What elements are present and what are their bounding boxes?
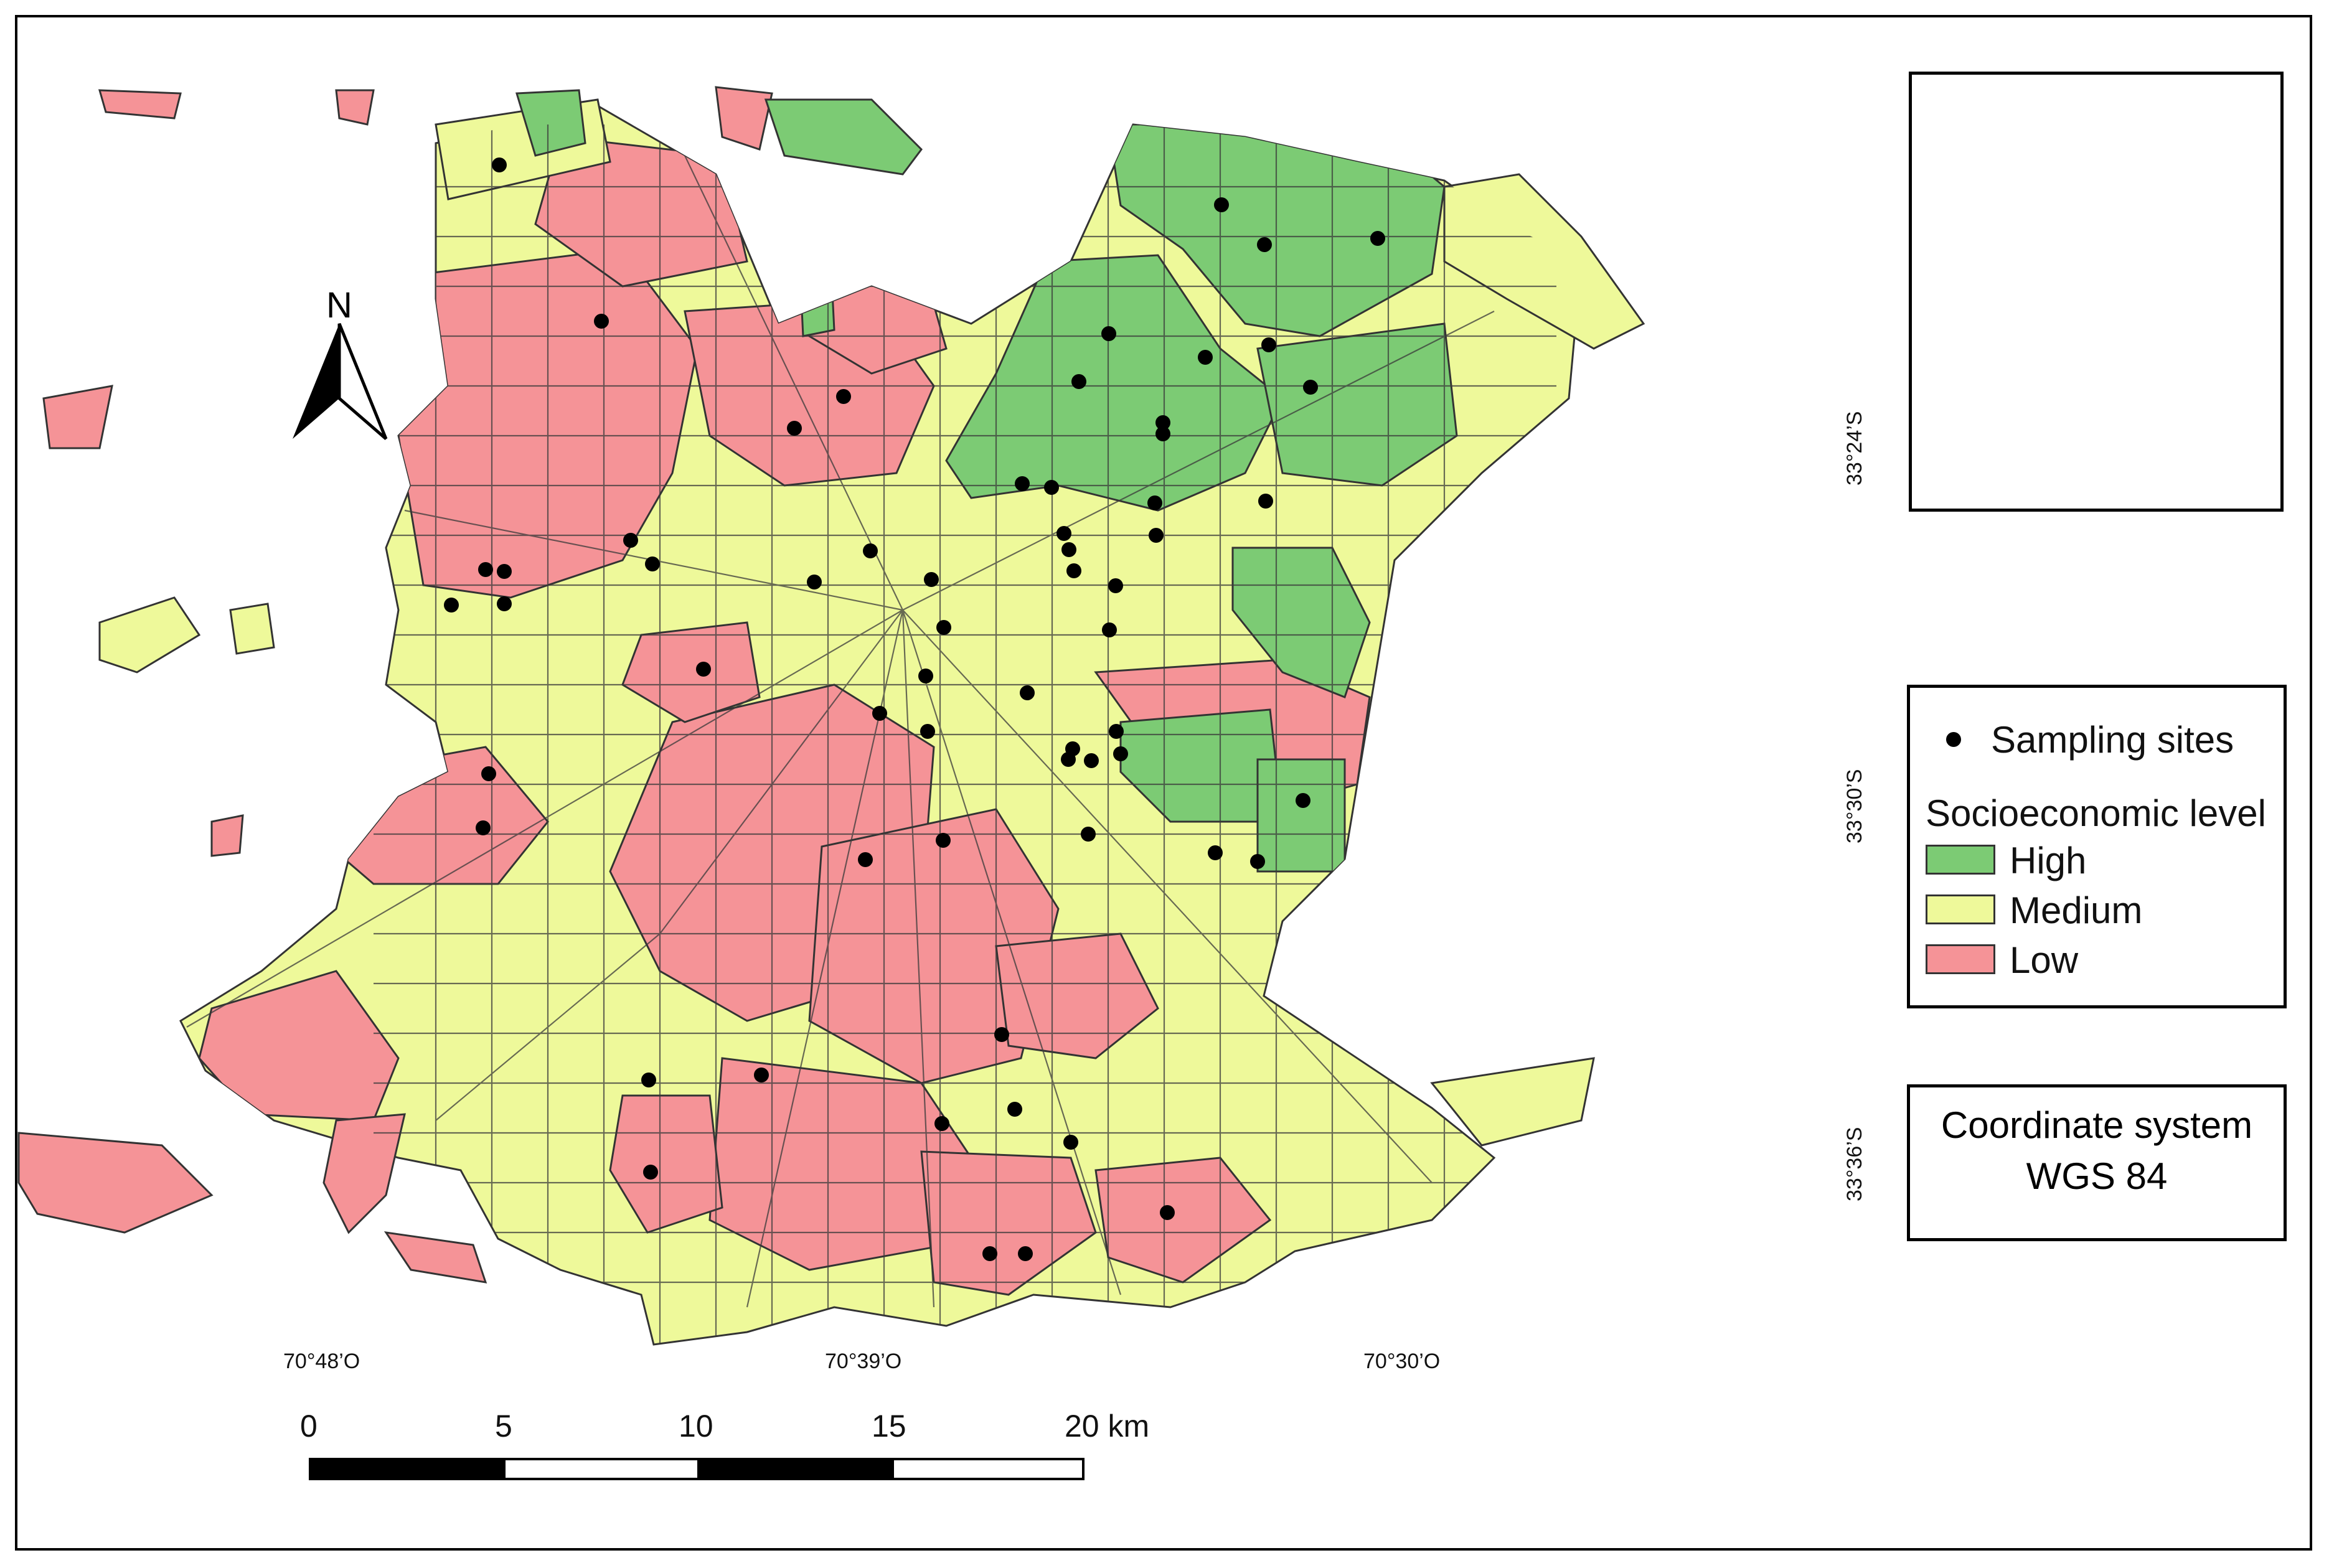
sampling-site-marker <box>1155 426 1170 441</box>
sampling-site-marker <box>1296 793 1310 808</box>
sampling-site-marker <box>641 1073 656 1087</box>
coordinate-system-line2: WGS 84 <box>2026 1155 2168 1197</box>
sampling-site-marker <box>1113 746 1128 761</box>
sampling-site-marker <box>623 533 638 548</box>
sampling-site-marker <box>1261 337 1276 352</box>
sampling-site-marker <box>858 852 873 867</box>
sampling-site-marker <box>1149 528 1164 543</box>
sampling-site-legend-icon <box>1946 732 1961 747</box>
scale-segment <box>892 1458 1085 1480</box>
sampling-site-marker <box>594 314 609 329</box>
sampling-site-marker <box>1044 480 1059 495</box>
scale-segment <box>697 1458 894 1480</box>
scale-tick-label: 0 <box>300 1409 318 1444</box>
scale-tick-label: 15 <box>872 1409 906 1444</box>
latitude-label: 33°30’S <box>1843 769 1866 843</box>
latitude-label: 33°24’S <box>1843 411 1866 486</box>
north-arrow-label: N <box>326 285 352 326</box>
sampling-site-marker <box>1198 350 1213 365</box>
sampling-site-marker <box>1056 526 1071 541</box>
north-arrow-left-half <box>293 324 339 439</box>
sampling-site-marker <box>918 669 933 683</box>
sampling-site-marker <box>982 1246 997 1261</box>
sampling-site-marker <box>1160 1205 1175 1220</box>
sampling-site-marker <box>643 1165 658 1180</box>
sampling-site-marker <box>1084 753 1099 768</box>
sampling-site-marker <box>645 556 660 571</box>
outlying-fragments <box>17 86 1645 1284</box>
sampling-site-marker <box>492 157 507 172</box>
sampling-site-marker <box>1208 845 1223 860</box>
legend-label-low: Low <box>2010 939 2079 981</box>
legend-label-medium: Medium <box>2010 890 2143 931</box>
coordinate-system-line1: Coordinate system <box>1941 1104 2253 1146</box>
sampling-site-marker <box>1066 563 1081 578</box>
legend-title: Socioeconomic level <box>1926 792 2266 834</box>
scale-tick-label: 20 km <box>1065 1409 1150 1444</box>
sampling-site-marker <box>1257 237 1272 252</box>
sampling-site-marker <box>1015 476 1030 491</box>
sampling-site-marker <box>787 421 802 436</box>
sampling-site-marker <box>1018 1246 1033 1261</box>
legend-label-high: High <box>2010 840 2087 881</box>
sampling-site-marker <box>836 389 851 404</box>
sampling-site-marker <box>1109 724 1124 739</box>
latitude-label: 33°36’S <box>1843 1127 1866 1201</box>
sampling-site-marker <box>1155 415 1170 430</box>
sampling-site-marker <box>444 598 459 613</box>
sampling-site-marker <box>1061 752 1076 767</box>
sampling-site-marker <box>1258 494 1273 509</box>
sampling-site-marker <box>924 572 939 587</box>
scale-tick-label: 5 <box>495 1409 512 1444</box>
sampling-site-marker <box>1102 622 1117 637</box>
legend-sites-label: Sampling sites <box>1991 719 2234 761</box>
scale-segment <box>503 1458 700 1480</box>
sampling-site-marker <box>1214 197 1229 212</box>
legend-swatch-low <box>1926 944 1995 974</box>
legend-swatch-high <box>1926 845 1995 875</box>
sampling-site-marker <box>1147 495 1162 510</box>
sampling-site-marker <box>1020 685 1035 700</box>
longitude-label: 70°39’O <box>825 1350 902 1373</box>
sampling-site-marker <box>1063 1135 1078 1150</box>
sampling-site-marker <box>1007 1102 1022 1117</box>
north-arrow-right-half <box>337 323 388 440</box>
sampling-site-marker <box>754 1068 769 1082</box>
longitude-label: 70°48’O <box>283 1350 360 1373</box>
sampling-site-marker <box>497 564 512 579</box>
sampling-site-marker <box>476 820 491 835</box>
sampling-site-marker <box>934 1116 949 1131</box>
coordinate-system-box: Coordinate system WGS 84 <box>1907 1084 2287 1241</box>
sampling-sites <box>444 157 1385 1261</box>
sampling-site-marker <box>1250 854 1265 869</box>
sampling-site-marker <box>936 833 951 848</box>
sampling-site-marker <box>696 662 711 677</box>
scale-segment <box>309 1458 506 1480</box>
sampling-site-marker <box>478 562 493 577</box>
sampling-site-marker <box>1108 578 1123 593</box>
map-frame <box>15 15 2312 1551</box>
north-arrow: N <box>293 285 388 440</box>
sampling-site-marker <box>1101 326 1116 341</box>
sampling-site-marker <box>1081 827 1096 842</box>
sampling-site-marker <box>807 575 822 589</box>
longitude-label: 70°30’O <box>1363 1350 1441 1373</box>
sampling-site-marker <box>497 596 512 611</box>
legend: Sampling sites Socioeconomic level High … <box>1907 685 2287 1008</box>
scale-tick-label: 10 <box>679 1409 713 1444</box>
inset-frame <box>1909 72 2284 512</box>
sampling-site-marker <box>1071 374 1086 389</box>
sampling-site-marker <box>920 724 935 739</box>
sampling-site-marker <box>863 543 878 558</box>
sampling-site-marker <box>936 620 951 635</box>
sampling-site-marker <box>1370 231 1385 246</box>
sampling-site-marker <box>994 1027 1009 1042</box>
sampling-site-marker <box>872 706 887 721</box>
sampling-site-marker <box>1303 380 1318 395</box>
legend-swatch-medium <box>1926 894 1995 924</box>
sampling-site-marker <box>1061 542 1076 557</box>
sampling-site-marker <box>481 766 496 781</box>
